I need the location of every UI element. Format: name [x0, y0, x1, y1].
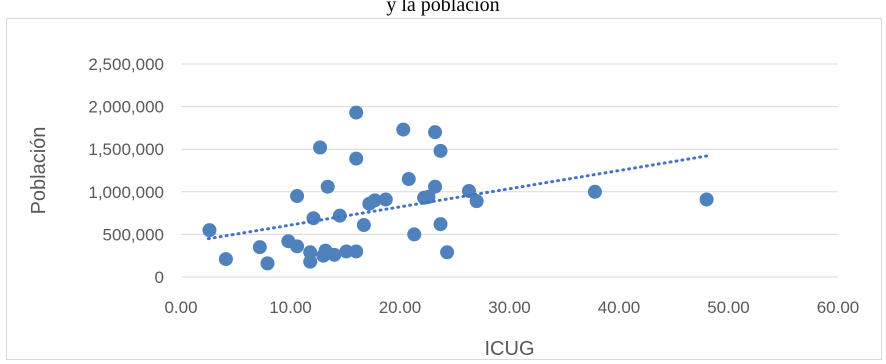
chart-area [6, 18, 882, 360]
data-point [367, 193, 382, 208]
x-tick-label: 0.00 [164, 298, 197, 317]
data-point [433, 217, 448, 232]
data-point [396, 122, 411, 137]
data-point [421, 189, 436, 204]
y-tick-label: 1,500,000 [88, 140, 164, 159]
x-tick-label: 40.00 [598, 298, 641, 317]
data-point [313, 140, 328, 155]
y-tick-label: 2,000,000 [88, 98, 164, 117]
data-point [461, 183, 476, 198]
data-point [378, 192, 393, 207]
data-point [202, 223, 217, 238]
data-point [356, 218, 371, 233]
data-point [440, 245, 455, 260]
data-point [469, 194, 484, 209]
data-point [699, 192, 714, 207]
data-point [252, 240, 267, 255]
data-point [401, 172, 416, 187]
data-point [428, 125, 443, 140]
data-point [290, 239, 305, 254]
trendline [206, 154, 709, 241]
data-point [339, 244, 354, 259]
page-caption-fragment: y la población [386, 0, 500, 16]
data-point [349, 151, 364, 166]
x-tick-label: 10.00 [269, 298, 312, 317]
data-point [433, 143, 448, 158]
data-point [290, 189, 305, 204]
data-point [349, 244, 364, 259]
data-point [428, 179, 443, 194]
data-point [349, 105, 364, 120]
y-axis-title: Población [28, 127, 50, 215]
x-axis-title: ICUG [485, 338, 535, 360]
x-tick-label: 30.00 [488, 298, 531, 317]
y-tick-label: 1,000,000 [88, 183, 164, 202]
y-tick-label: 0 [155, 268, 164, 287]
x-tick-label: 50.00 [707, 298, 750, 317]
y-tick-label: 2,500,000 [88, 55, 164, 74]
y-tick-label: 500,000 [103, 225, 164, 244]
data-point [407, 227, 422, 242]
data-point [587, 184, 602, 199]
data-point [320, 179, 335, 194]
data-point [327, 247, 342, 262]
x-tick-label: 60.00 [817, 298, 860, 317]
data-point [303, 245, 318, 260]
data-point [260, 256, 275, 271]
data-point [218, 252, 233, 267]
x-tick-label: 20.00 [379, 298, 422, 317]
